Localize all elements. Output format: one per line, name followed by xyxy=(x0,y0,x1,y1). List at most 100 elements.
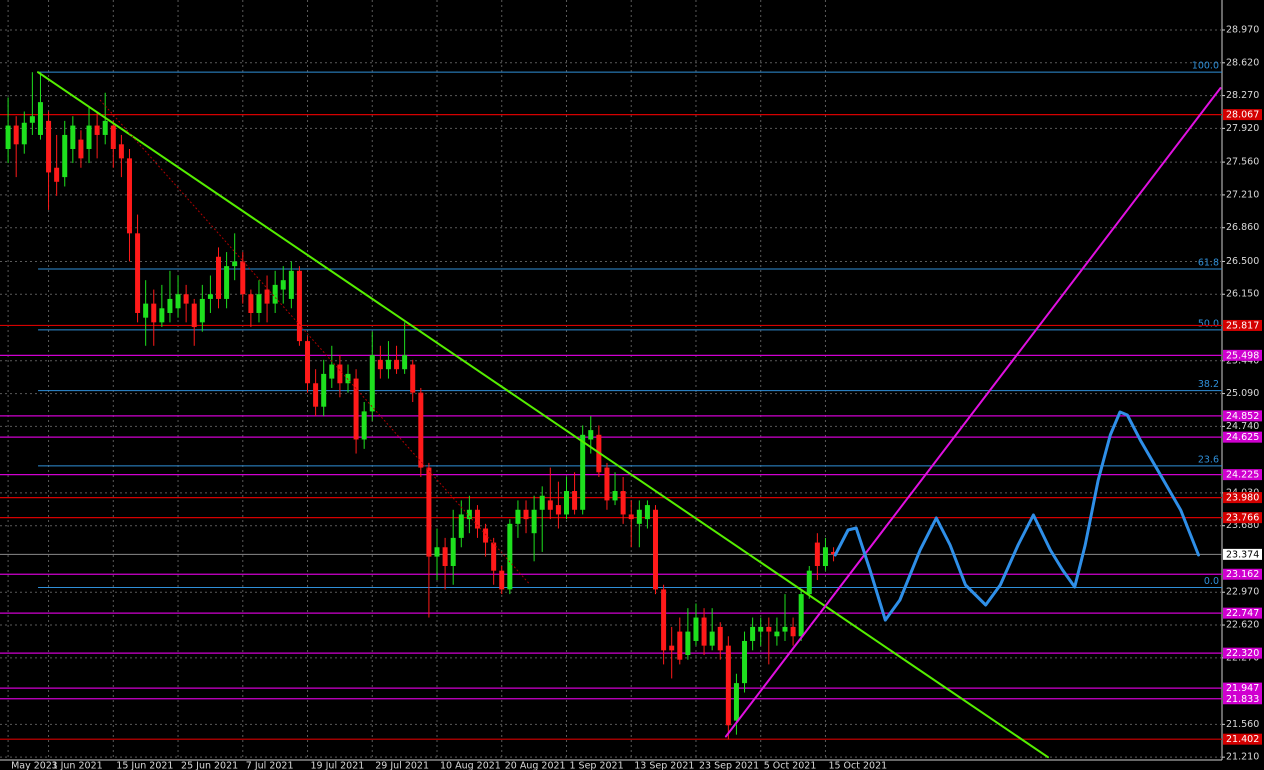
candle-body xyxy=(499,570,505,590)
candle-body xyxy=(118,144,124,159)
candle-body xyxy=(588,430,594,440)
candle-body xyxy=(661,589,667,651)
level-label: 24.625 xyxy=(1226,432,1259,443)
candle-body xyxy=(385,359,391,370)
candle-body xyxy=(345,373,351,384)
level-tag xyxy=(1223,349,1262,361)
y-tick-label: 28.620 xyxy=(1226,57,1259,68)
candle-body xyxy=(822,547,828,566)
trend-line xyxy=(724,87,1222,738)
fib-label: 23.6 xyxy=(1198,454,1219,465)
y-tick-label: 26.860 xyxy=(1226,222,1259,233)
candle-body xyxy=(531,509,537,534)
candle-body xyxy=(572,491,578,510)
candle-body xyxy=(94,125,100,135)
candle-body xyxy=(604,467,610,501)
candle-body xyxy=(491,542,497,571)
candle-body xyxy=(329,364,335,379)
x-tick-label: 25 Jun 2021 xyxy=(181,761,238,770)
level-tag xyxy=(1223,431,1262,443)
candle-body xyxy=(806,570,812,595)
trend-line xyxy=(99,99,531,586)
candle-body xyxy=(733,683,739,721)
candle-body xyxy=(256,294,262,313)
candle-body xyxy=(758,626,764,632)
fib-label: 61.8 xyxy=(1198,258,1219,269)
candle-body xyxy=(442,547,448,566)
candle-body xyxy=(644,505,650,520)
level-label: 21.402 xyxy=(1226,734,1259,745)
fib-label: 0.0 xyxy=(1204,576,1219,587)
y-tick-label: 26.500 xyxy=(1226,256,1259,267)
candle-body xyxy=(450,537,456,566)
candle-body xyxy=(248,294,254,313)
level-label: 23.766 xyxy=(1226,513,1259,524)
candle-body xyxy=(70,125,76,149)
candle-body xyxy=(29,116,35,123)
level-label: 25.498 xyxy=(1226,350,1259,361)
level-label: 24.852 xyxy=(1226,411,1259,422)
x-tick-label: 23 Sep 2021 xyxy=(699,761,759,770)
y-tick-label: 23.680 xyxy=(1226,520,1259,531)
level-tag xyxy=(1223,492,1262,504)
candle-body xyxy=(636,509,642,524)
candle-body xyxy=(369,355,375,412)
candle-body xyxy=(272,284,278,304)
x-tick-label: 7 Jul 2021 xyxy=(246,761,294,770)
candle-body xyxy=(620,491,626,515)
candle-body xyxy=(831,551,837,555)
candle-body xyxy=(782,626,788,632)
candle-body xyxy=(717,626,723,651)
candle-body xyxy=(135,233,141,313)
candle-body xyxy=(151,303,157,323)
y-tick-label: 28.970 xyxy=(1226,24,1259,35)
candle-body xyxy=(563,491,569,515)
y-tick-label: 26.150 xyxy=(1226,289,1259,300)
candle-body xyxy=(337,364,343,384)
candle-body xyxy=(628,514,634,520)
candle-body xyxy=(159,308,165,323)
y-tick-label: 27.920 xyxy=(1226,123,1259,134)
candle-body xyxy=(555,505,561,515)
x-tick-label: 20 Aug 2021 xyxy=(505,761,566,770)
y-tick-label: 27.560 xyxy=(1226,157,1259,168)
level-tag xyxy=(1223,682,1262,694)
candle-body xyxy=(126,158,132,234)
level-label: 25.817 xyxy=(1226,320,1259,331)
candle-body xyxy=(669,645,675,651)
candle-body xyxy=(167,298,173,313)
x-tick-label: 29 Jul 2021 xyxy=(375,761,429,770)
candle-body xyxy=(78,139,84,159)
candle-body xyxy=(143,303,149,318)
candle-body xyxy=(377,359,383,370)
x-tick-label: 10 Aug 2021 xyxy=(440,761,501,770)
candle-body xyxy=(434,547,440,557)
candle-body xyxy=(5,125,11,149)
candle-body xyxy=(814,542,820,566)
x-tick-label: May 2021 xyxy=(11,761,58,770)
candle-body xyxy=(507,523,513,590)
candle-body xyxy=(458,514,464,538)
y-tick-label: 25.090 xyxy=(1226,388,1259,399)
y-tick-label: 22.620 xyxy=(1226,620,1259,631)
candle-body xyxy=(515,509,521,524)
level-tag xyxy=(1223,319,1262,331)
y-tick-label: 22.970 xyxy=(1226,587,1259,598)
candle-body xyxy=(191,303,197,328)
x-tick-label: 19 Jul 2021 xyxy=(311,761,365,770)
fib-label: 50.0 xyxy=(1198,318,1219,329)
candle-body xyxy=(321,373,327,407)
y-tick-label: 21.210 xyxy=(1226,752,1259,763)
y-tick-label: 27.210 xyxy=(1226,189,1259,200)
candle-body xyxy=(725,645,731,726)
candle-body xyxy=(216,256,222,299)
candle-body xyxy=(742,640,748,684)
candle-body xyxy=(653,509,659,590)
candle-body xyxy=(37,102,43,135)
level-label: 24.225 xyxy=(1226,470,1259,481)
trend-line xyxy=(37,71,1049,759)
candle-body xyxy=(766,626,772,632)
